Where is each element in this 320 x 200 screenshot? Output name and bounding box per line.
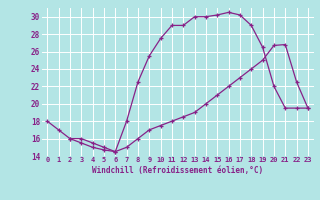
X-axis label: Windchill (Refroidissement éolien,°C): Windchill (Refroidissement éolien,°C) [92,166,263,175]
